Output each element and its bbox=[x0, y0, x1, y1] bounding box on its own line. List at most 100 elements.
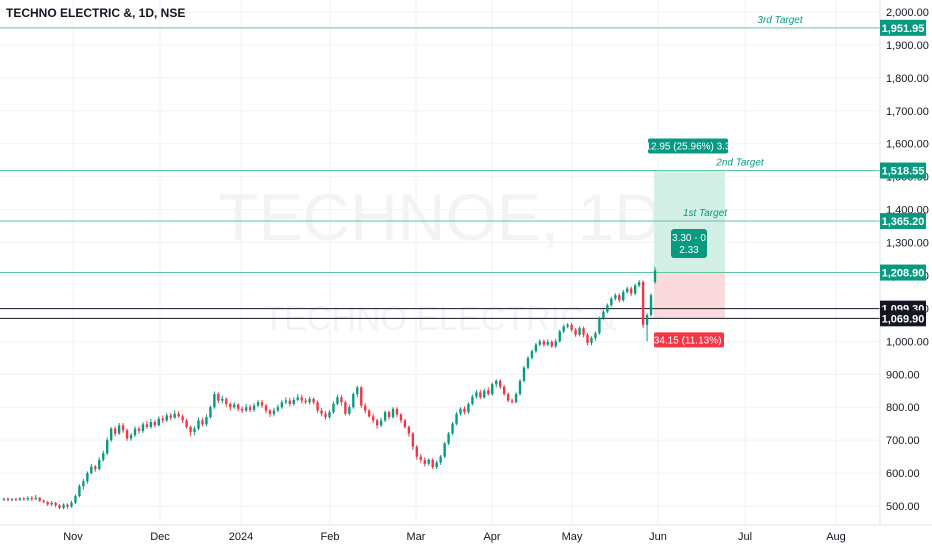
candle-body bbox=[129, 435, 133, 439]
candle-body bbox=[387, 412, 391, 418]
candle-body bbox=[360, 387, 363, 406]
candle-body bbox=[161, 418, 164, 421]
candle-body bbox=[451, 423, 454, 434]
watermark: TECHNOE, 1D TECHNO ELECTRIC & bbox=[218, 180, 662, 338]
candle-body bbox=[459, 408, 462, 414]
candle-body bbox=[30, 498, 33, 500]
candle-body bbox=[637, 282, 641, 286]
candle-body bbox=[50, 502, 53, 505]
candle-body bbox=[217, 394, 220, 401]
time-axis[interactable]: Nov Dec 2024 Feb Mar Apr May Jun Jul Aug bbox=[0, 524, 932, 543]
profit-label: 312.95 (25.96%) 3.33 bbox=[640, 142, 737, 153]
candle-body bbox=[181, 416, 184, 421]
candle-body bbox=[197, 420, 200, 429]
time-tick-label: Apr bbox=[483, 531, 500, 543]
loss-label-box bbox=[654, 332, 724, 348]
candle-body bbox=[193, 428, 196, 432]
candle-body bbox=[109, 428, 113, 441]
candle-body bbox=[157, 418, 161, 426]
current-price-badge bbox=[880, 310, 926, 327]
candle-body bbox=[455, 413, 458, 424]
candle-body bbox=[173, 413, 176, 418]
entry-price-badge bbox=[880, 264, 926, 281]
candle-body bbox=[22, 498, 26, 500]
chart-title: TECHNO ELECTRIC &, 1D, NSE bbox=[6, 6, 186, 20]
candle-body bbox=[574, 329, 577, 335]
long-position-tool[interactable]: 312.95 (25.96%) 3.33 134.15 (11.13%) 0 3.3… bbox=[640, 138, 737, 348]
candle-body bbox=[14, 499, 18, 501]
candle-body bbox=[610, 298, 613, 306]
candle-body bbox=[344, 402, 347, 414]
target-price-badge bbox=[880, 19, 926, 36]
time-tick-label: Mar bbox=[407, 531, 426, 543]
candle-body bbox=[213, 394, 216, 408]
candles bbox=[2, 267, 657, 510]
time-tick-label: Dec bbox=[150, 531, 170, 543]
candle-body bbox=[395, 408, 399, 415]
candle-body bbox=[62, 504, 65, 508]
candle-body bbox=[324, 413, 327, 418]
candle-body bbox=[177, 413, 180, 417]
candle-body bbox=[300, 397, 303, 401]
candle-body bbox=[614, 295, 617, 299]
candle-body bbox=[328, 412, 331, 418]
candle-body bbox=[356, 387, 359, 395]
horizontal-lines[interactable]: 3rd Target 2nd Target 1st Target bbox=[0, 15, 880, 319]
candle-body bbox=[320, 410, 323, 414]
candle-body bbox=[471, 396, 474, 404]
candle-body bbox=[502, 386, 506, 395]
candle-body bbox=[371, 416, 375, 421]
candle-body bbox=[74, 496, 77, 503]
candle-body bbox=[495, 380, 498, 385]
candle-body bbox=[264, 405, 268, 411]
candle-body bbox=[106, 440, 109, 454]
watermark-symbol: TECHNOE, 1D bbox=[218, 180, 662, 254]
candle-body bbox=[98, 459, 101, 470]
candle-body bbox=[546, 341, 550, 345]
price-axis[interactable]: 2,000.00 1,900.00 1,800.00 1,700.00 1,600.00… bbox=[879, 0, 929, 525]
candle-body bbox=[304, 400, 307, 403]
target-price-text: 1,518.55 bbox=[882, 166, 925, 178]
candle-body bbox=[240, 408, 244, 411]
candle-body bbox=[141, 424, 145, 431]
candle-body bbox=[479, 392, 482, 398]
candle-body bbox=[578, 328, 581, 335]
loss-zone bbox=[654, 272, 725, 319]
price-tick-label: 600.00 bbox=[886, 468, 920, 480]
candle-body bbox=[260, 402, 264, 406]
candle-body bbox=[415, 446, 419, 457]
candle-body bbox=[399, 414, 403, 421]
price-tick-label: 1,600.00 bbox=[886, 139, 929, 151]
candle-body bbox=[550, 341, 553, 347]
candle-body bbox=[209, 407, 212, 418]
candle-body bbox=[411, 433, 415, 447]
candle-body bbox=[316, 402, 319, 411]
candle-body bbox=[518, 380, 522, 395]
price-tick-label: 1,900.00 bbox=[886, 40, 929, 52]
candle-body bbox=[506, 394, 510, 401]
candle-body bbox=[352, 394, 355, 408]
risk-reward-line2: 2.33 bbox=[679, 245, 699, 256]
candle-body bbox=[542, 341, 546, 345]
candle-body bbox=[280, 402, 284, 408]
candle-body bbox=[491, 384, 494, 395]
watermark-name: TECHNO ELECTRIC & bbox=[263, 300, 617, 338]
candle-body bbox=[221, 398, 224, 401]
candle-body bbox=[566, 324, 569, 327]
candle-body bbox=[10, 499, 14, 501]
time-tick-label: 2024 bbox=[229, 531, 253, 543]
target-label: 3rd Target bbox=[757, 15, 803, 26]
candle-body bbox=[618, 295, 621, 301]
candle-body bbox=[169, 415, 172, 418]
candle-body bbox=[598, 318, 601, 334]
candle-body bbox=[288, 400, 291, 404]
candle-body bbox=[78, 486, 81, 497]
candle-body bbox=[514, 394, 518, 403]
candle-body bbox=[6, 498, 10, 501]
candle-body bbox=[554, 341, 557, 347]
candle-body bbox=[201, 420, 204, 425]
candle-body bbox=[431, 459, 434, 468]
target-price-text: 1,365.20 bbox=[882, 216, 925, 228]
